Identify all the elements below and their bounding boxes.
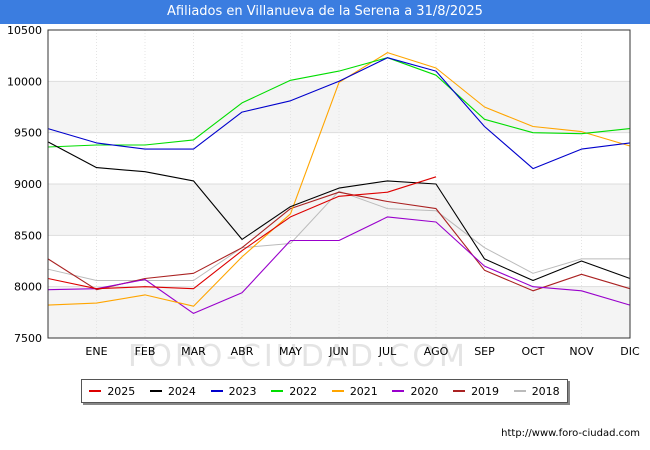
y-axis-ticks: 7500 8000 8500 9000 9500 10000 10500	[7, 24, 42, 345]
watermark: FORO-CIUDAD.COM	[128, 339, 468, 374]
series-line-2020	[47, 216, 631, 314]
legend-label: 2019	[471, 384, 500, 398]
footer-url[interactable]: http://www.foro-ciudad.com	[501, 428, 640, 439]
series-line-2023	[47, 57, 631, 170]
series-line-2025	[47, 176, 437, 290]
legend-item-2024: 2024	[149, 384, 196, 398]
legend-label: 2023	[228, 384, 257, 398]
legend-swatch	[89, 390, 102, 392]
legend-swatch	[392, 390, 405, 392]
x-tick-label: AGO	[424, 345, 449, 358]
x-tick-label: JUL	[378, 345, 397, 358]
series-line-2022	[47, 57, 631, 148]
legend-swatch	[149, 390, 162, 392]
x-tick-label: DIC	[620, 345, 640, 358]
x-tick-label: MAY	[279, 345, 302, 358]
y-tick-label: 8000	[14, 281, 42, 294]
series-lines	[47, 52, 631, 314]
legend-item-2021: 2021	[331, 384, 378, 398]
x-tick-label: SEP	[474, 345, 495, 358]
y-tick-label: 10500	[7, 24, 42, 37]
legend-item-2019: 2019	[453, 385, 499, 398]
series-line-2021	[47, 52, 631, 307]
legend-label: 2018	[531, 384, 560, 398]
legend-item-2025: 2025	[89, 385, 135, 398]
series-line-2024	[47, 141, 631, 282]
x-axis-ticks: ENE FEB MAR ABR MAY JUN JUL AGO SEP OCT NOV DIC	[85, 345, 640, 358]
legend-swatch	[271, 390, 284, 392]
legend-item-2022: 2022	[271, 385, 317, 398]
legend-label: 2025	[107, 384, 136, 398]
x-tick-label: JUN	[328, 345, 349, 358]
legend-swatch	[331, 390, 344, 392]
x-tick-label: ABR	[231, 345, 254, 358]
plot-band	[48, 132, 630, 184]
x-tick-label: ENE	[85, 345, 107, 358]
legend-label: 2020	[410, 384, 439, 398]
legend-swatch	[453, 390, 466, 392]
x-tick-label: NOV	[569, 345, 594, 358]
x-tick-label: FEB	[135, 345, 156, 358]
y-tick-label: 9500	[14, 127, 42, 140]
y-tick-label: 8500	[14, 229, 42, 242]
y-tick-label: 7500	[14, 332, 42, 345]
x-tick-label: OCT	[521, 345, 544, 358]
plot-frame	[47, 29, 631, 339]
legend-swatch	[210, 390, 223, 392]
legend-swatch	[513, 390, 526, 392]
plot-band	[48, 81, 630, 133]
legend-label: 2024	[167, 384, 196, 398]
series-line-2018	[47, 190, 630, 281]
plot-band	[48, 30, 630, 82]
legend-label: 2021	[349, 384, 378, 398]
legend-item-2018: 2018	[513, 384, 560, 398]
legend: 2025 2024 2023 2022 2021 2020 2019 2018	[81, 379, 568, 403]
series-line-2019	[47, 191, 631, 292]
x-tick-label: MAR	[181, 345, 206, 358]
y-tick-label: 9000	[14, 178, 42, 191]
legend-item-2023: 2023	[210, 384, 257, 398]
y-tick-label: 10000	[7, 75, 42, 88]
legend-label: 2022	[289, 384, 318, 398]
legend-item-2020: 2020	[392, 385, 438, 398]
chart-title: Afiliados en Villanueva de la Serena a 3…	[0, 0, 650, 24]
